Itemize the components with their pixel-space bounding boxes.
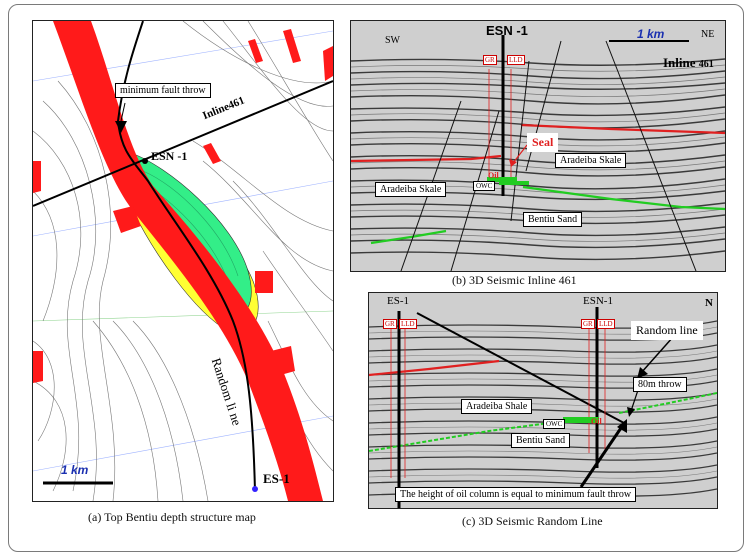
inline-title: Inline 461 [663,55,714,71]
inline-number: 461 [698,59,714,70]
well-es1-label: ES-1 [263,471,290,486]
sw-label: SW [385,35,400,46]
oil-column-note: The height of oil column is equal to min… [395,487,637,502]
fault-throw-label: minimum fault throw [115,83,211,98]
red-horizon [369,359,500,377]
aradeiba-label: Aradeiba Shale [461,399,533,414]
es1-label: ES-1 [387,295,409,307]
aradeiba-left-label: Aradeiba Skale [375,182,447,197]
scale-label: 1 km [637,27,665,41]
well-label: ESN -1 [486,23,528,38]
gr-left-label: GR [383,319,397,329]
caption-b: (b) 3D Seismic Inline 461 [452,273,577,287]
caption-a: (a) Top Bentiu depth structure map [88,510,256,524]
north-label: N [705,297,713,309]
bentiu-label: Bentiu Sand [511,433,571,448]
caption-c: (c) 3D Seismic Random Line [462,514,603,528]
owc-label: OWC [473,181,496,191]
oil-label: Oil [488,171,499,180]
owc-label: OWC [543,419,566,429]
gr-right-label: GR [581,319,595,329]
well-es1-dot [252,486,258,492]
scale-label: 1 km [61,463,89,477]
ne-label: NE [701,29,715,40]
lld-left-label: LLD [399,319,417,329]
fault-line [416,312,625,424]
seismic-inline-panel: ESN -1 SW NE 1 km Inline 461 GR LLD Seal… [350,20,726,272]
well-esn1-label: ESN -1 [151,149,188,163]
well-esn1-dot [142,158,148,164]
throw-label: 80m throw [633,377,687,392]
lld-right-label: LLD [597,319,615,329]
aradeiba-right-label: Aradeiba Skale [555,153,627,168]
oil-label: Oil [591,417,602,426]
bentiu-label: Bentiu Sand [523,212,583,227]
structure-map [33,21,333,501]
lld-label: LLD [507,55,525,65]
gr-label: GR [483,55,497,65]
main-fault [53,21,323,501]
contour-lines [33,21,333,501]
seismic-random-panel: ES-1 ESN-1 N GR LLD GR LLD Random line 8… [368,292,718,509]
inline-word: Inline [663,55,696,70]
red-horizon [351,123,725,163]
structure-map-panel: minimum fault throw Inline461 ESN -1 Ran… [32,20,334,502]
inline-461-line [33,80,333,207]
seal-label: Seal [527,133,559,152]
esn1-label: ESN-1 [583,295,613,307]
green-horizon [370,185,725,245]
random-line-label: Random line [631,321,703,340]
